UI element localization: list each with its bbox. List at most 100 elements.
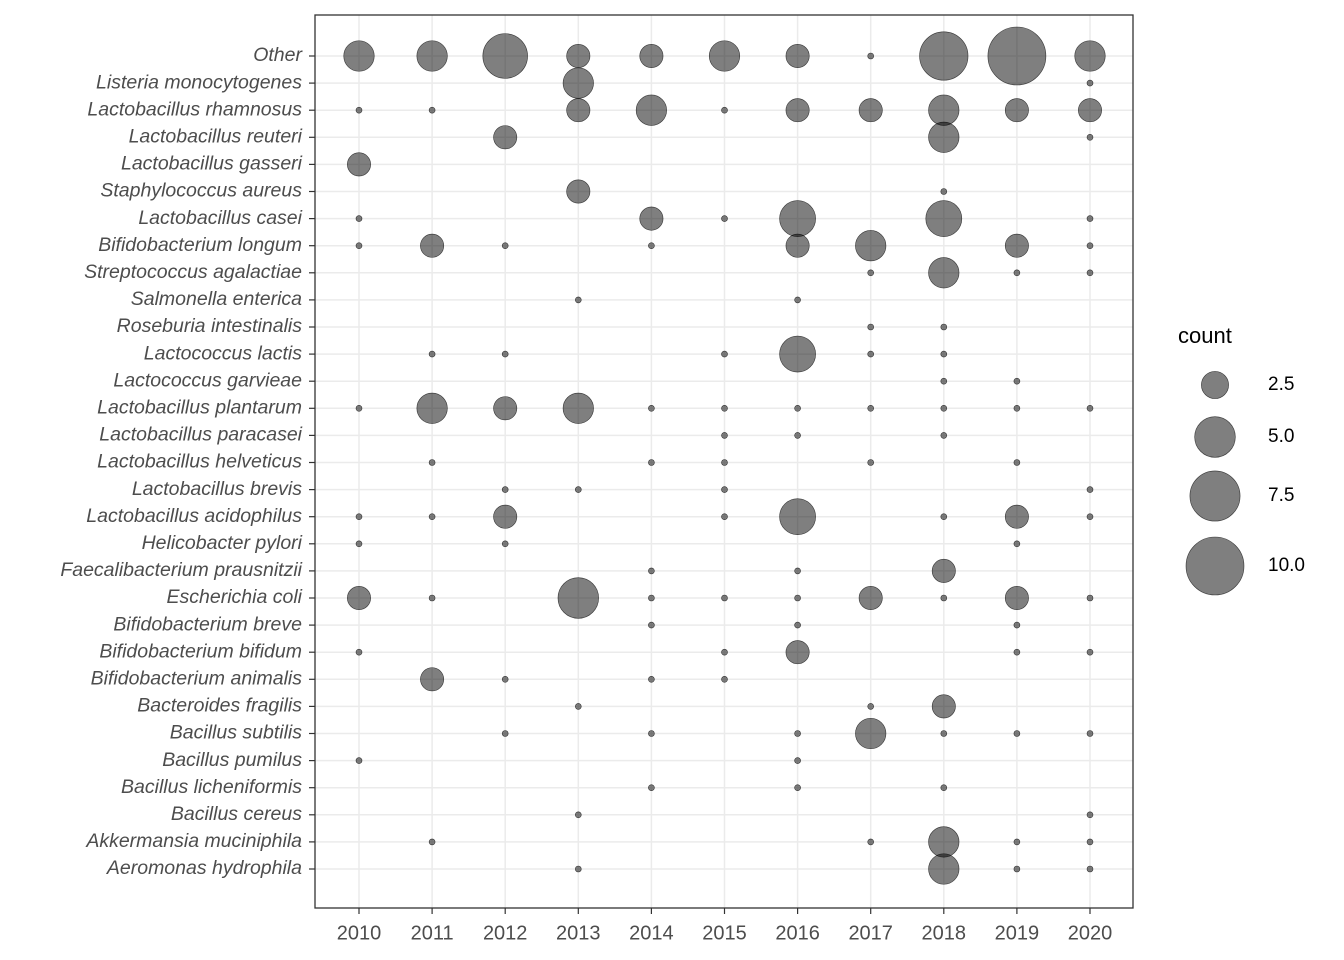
- bubble: [855, 717, 887, 750]
- legend-label: 5.0: [1268, 426, 1294, 447]
- bubble: [779, 335, 816, 373]
- bubble: [785, 98, 810, 123]
- bubble: [1086, 838, 1094, 846]
- bubble: [420, 667, 445, 692]
- bubble: [794, 432, 801, 439]
- bubble: [420, 233, 445, 258]
- bubble: [501, 540, 509, 548]
- legend-title: count: [1178, 323, 1232, 348]
- bubble: [416, 392, 448, 424]
- bubble: [1004, 233, 1029, 258]
- y-tick-label: Lactobacillus casei: [138, 207, 302, 229]
- x-tick-label: 2018: [922, 922, 967, 944]
- bubble: [1086, 79, 1094, 87]
- bubble: [1078, 98, 1102, 123]
- bubble: [794, 621, 801, 629]
- bubble: [928, 94, 960, 126]
- bubble: [940, 784, 948, 792]
- y-tick-label: Lactobacillus brevis: [132, 478, 302, 500]
- y-tick-label: Lactococcus garvieae: [113, 369, 302, 391]
- bubble: [794, 567, 801, 575]
- bubble: [566, 98, 591, 123]
- y-tick-label: Bacillus pumilus: [162, 749, 302, 771]
- y-tick-label: Helicobacter pylori: [142, 532, 303, 554]
- bubble: [928, 826, 960, 858]
- bubble: [501, 350, 509, 358]
- bubble: [648, 675, 655, 683]
- bubble: [940, 323, 948, 331]
- bubble: [1013, 865, 1021, 873]
- bubble: [785, 640, 810, 665]
- bubble: [355, 648, 363, 656]
- bubble: [1074, 40, 1106, 72]
- bubble: [566, 44, 591, 68]
- bubble: [428, 513, 436, 521]
- y-tick-label: Streptococcus agalactiae: [84, 261, 302, 283]
- bubble: [639, 44, 664, 68]
- bubble: [1013, 838, 1021, 846]
- bubble: [867, 269, 875, 277]
- bubble: [855, 230, 887, 262]
- bubble: [867, 703, 875, 710]
- bubble: [347, 152, 371, 177]
- bubble: [779, 200, 816, 237]
- bubble: [562, 67, 594, 99]
- bubble: [1086, 404, 1094, 412]
- bubble: [928, 257, 960, 289]
- x-tick-label: 2011: [411, 922, 454, 944]
- bubble: [501, 730, 509, 737]
- marks: [343, 26, 1106, 885]
- y-tick-label: Aeromonas hydrophila: [106, 857, 302, 879]
- bubble: [794, 594, 801, 602]
- bubble: [721, 404, 728, 412]
- bubble: [779, 498, 816, 536]
- y-tick-label: Lactobacillus acidophilus: [86, 505, 302, 527]
- bubble: [648, 730, 655, 737]
- bubble: [721, 459, 728, 466]
- bubble: [1013, 459, 1021, 466]
- x-tick-label: 2019: [995, 922, 1040, 944]
- bubble: [867, 350, 875, 358]
- bubble: [867, 323, 875, 331]
- x-tick-label: 2017: [848, 922, 893, 944]
- bubble: [940, 350, 948, 358]
- y-tick-label: Lactobacillus paracasei: [99, 424, 302, 446]
- bubble: [482, 33, 528, 79]
- y-tick-label: Staphylococcus aureus: [100, 180, 302, 202]
- bubble: [928, 121, 960, 153]
- bubble: [501, 675, 509, 683]
- bubble: [794, 404, 801, 412]
- y-tick-label: Akkermansia muciniphila: [85, 830, 302, 852]
- bubble: [1086, 730, 1094, 737]
- bubble: [785, 44, 810, 68]
- y-tick-label: Escherichia coli: [167, 586, 303, 608]
- legend-label: 10.0: [1268, 555, 1305, 576]
- bubble: [1013, 730, 1021, 737]
- bubble: [1013, 648, 1021, 656]
- bubble: [794, 757, 801, 764]
- bubble: [867, 459, 875, 466]
- bubble: [501, 486, 509, 493]
- x-tick-label: 2013: [556, 922, 601, 944]
- bubble: [562, 392, 594, 424]
- bubble: [1004, 504, 1029, 529]
- bubble: [355, 513, 363, 521]
- bubble: [1086, 269, 1094, 277]
- bubble: [1086, 865, 1094, 873]
- bubble: [355, 404, 363, 412]
- bubble: [574, 811, 582, 819]
- legend-bubble: [1189, 470, 1241, 522]
- bubble: [428, 106, 436, 114]
- bubble: [648, 242, 655, 249]
- bubble: [867, 404, 875, 412]
- bubble: [721, 486, 728, 493]
- bubble: [639, 206, 664, 231]
- bubble: [940, 404, 948, 412]
- bubble: [1004, 586, 1029, 610]
- bubble: [1013, 269, 1021, 277]
- bubble: [919, 31, 969, 81]
- bubble: [1086, 811, 1094, 819]
- y-tick-label: Lactobacillus rhamnosus: [87, 98, 302, 120]
